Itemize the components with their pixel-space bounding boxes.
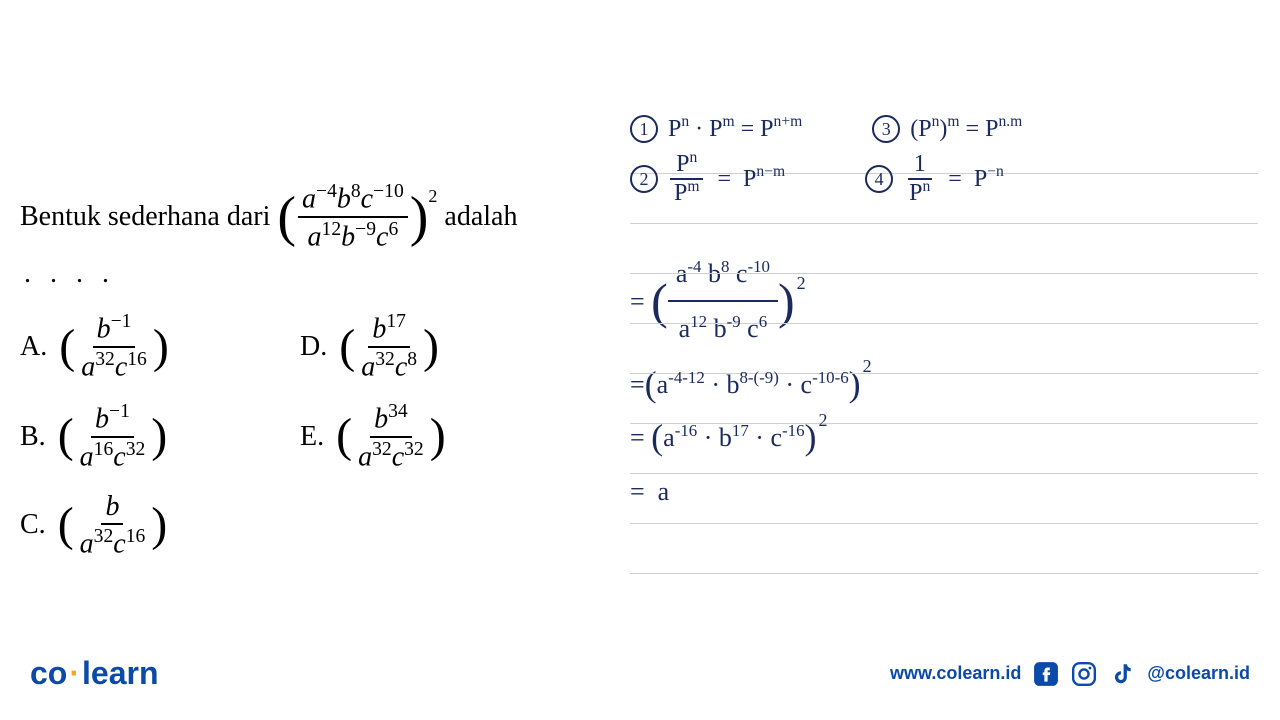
option-d: D. ( b17 a32c8 ) bbox=[300, 310, 580, 384]
options-grid: A. ( b−1 a32c16 ) D. ( b17 a32c8 ) bbox=[20, 310, 620, 561]
rule-1: 1 Pn · Pm = Pn+m bbox=[630, 115, 802, 143]
rule-4: 4 1 Pn = P−n bbox=[865, 151, 1004, 207]
logo: co·learn bbox=[30, 655, 158, 692]
solution-line-3: = ( a-16 · b17 · c-16 ) 2 bbox=[630, 413, 1260, 462]
option-b: B. ( b−1 a16c32 ) bbox=[20, 400, 300, 474]
option-a: A. ( b−1 a32c16 ) bbox=[20, 310, 300, 384]
footer-url: www.colearn.id bbox=[890, 663, 1021, 684]
logo-learn: learn bbox=[82, 655, 158, 691]
question-prefix: Bentuk sederhana dari bbox=[20, 196, 270, 238]
footer: co·learn www.colearn.id @colearn.id bbox=[0, 655, 1280, 692]
rule-3: 3 (Pn)m = Pn.m bbox=[872, 115, 1022, 143]
logo-dot-icon: · bbox=[69, 655, 80, 691]
instagram-icon bbox=[1071, 661, 1097, 687]
option-e: E. ( b34 a32c32 ) bbox=[300, 400, 580, 474]
facebook-icon bbox=[1033, 661, 1059, 687]
solution-steps: = ( a-4 b8 c-10 a12 b-9 c6 ) 2 = ( a-4-1… bbox=[630, 247, 1260, 516]
tiktok-icon bbox=[1109, 661, 1135, 687]
question-stem: Bentuk sederhana dari ( a−4b8c−10 a12b−9… bbox=[20, 180, 620, 254]
question-expression: ( a−4b8c−10 a12b−9c6 ) 2 bbox=[277, 180, 437, 254]
ellipsis: . . . . bbox=[24, 258, 620, 290]
solution-line-1: = ( a-4 b8 c-10 a12 b-9 c6 ) 2 bbox=[630, 247, 1260, 356]
footer-handle: @colearn.id bbox=[1147, 663, 1250, 684]
work-area: 1 Pn · Pm = Pn+m 3 (Pn)m = Pn.m 2 Pn Pm … bbox=[630, 115, 1260, 520]
option-c: C. ( b a32c16 ) bbox=[20, 490, 300, 562]
question-suffix: adalah bbox=[444, 196, 517, 238]
footer-right: www.colearn.id @colearn.id bbox=[890, 661, 1250, 687]
question-panel: Bentuk sederhana dari ( a−4b8c−10 a12b−9… bbox=[20, 180, 620, 561]
rule-2: 2 Pn Pm = Pn−m bbox=[630, 151, 785, 207]
logo-co: co bbox=[30, 655, 67, 691]
rules-row-1: 1 Pn · Pm = Pn+m 3 (Pn)m = Pn.m bbox=[630, 115, 1260, 143]
solution-line-2: = ( a-4-12 · b8-(-9) · c-10-6 ) 2 bbox=[630, 360, 1260, 409]
rules-row-2: 2 Pn Pm = Pn−m 4 1 Pn = P−n bbox=[630, 151, 1260, 207]
